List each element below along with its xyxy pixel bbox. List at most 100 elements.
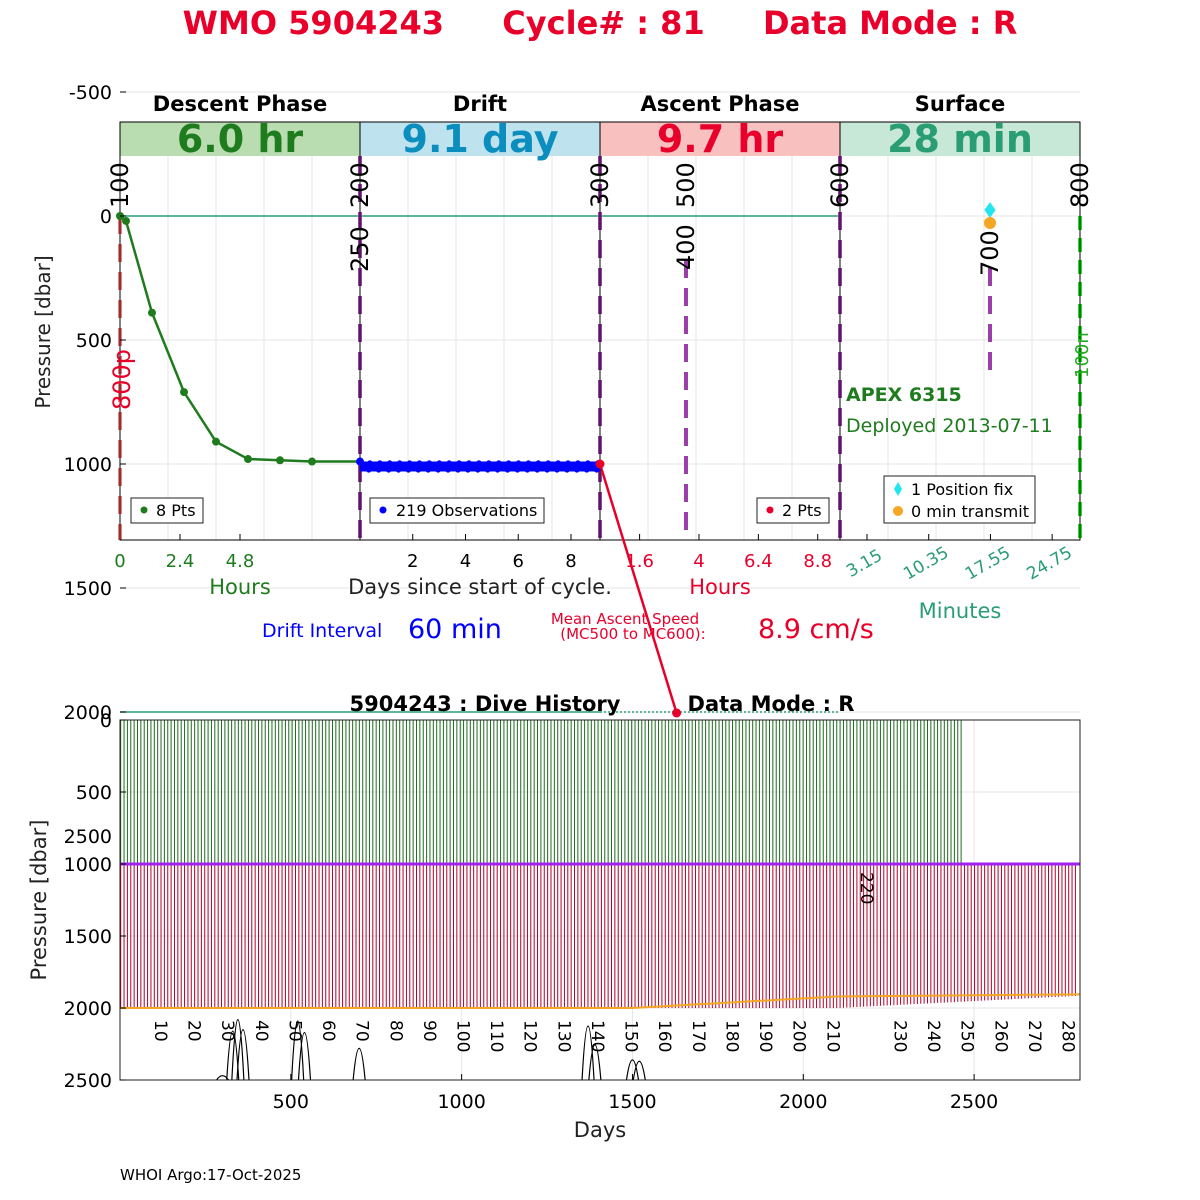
drift-point [554, 467, 560, 473]
drift-point [405, 467, 412, 473]
y-tick-label: 2000 [64, 702, 112, 724]
history-cycle-label: 100 [452, 1020, 472, 1052]
surface-legend-fix-text: 1 Position fix [911, 480, 1013, 499]
history-cycle-label: 270 [1024, 1020, 1044, 1052]
drift-legend-marker [379, 506, 387, 514]
drift-x-axis-label: Days since start of cycle. [348, 575, 612, 599]
history-profile-bottom-line [120, 993, 1081, 1009]
drift-legend-text: 219 Observations [396, 501, 537, 520]
ascent-point [595, 459, 605, 469]
drift-point [504, 467, 511, 473]
history-y-tick-label: 2500 [64, 1070, 112, 1092]
history-seafloor-spike [231, 1019, 245, 1081]
phase-name-4: Surface [915, 92, 1005, 116]
title-mode: Data Mode : R [762, 4, 1018, 42]
drift-tick-label: 6 [513, 551, 524, 572]
dive-history-panel: 10 20 30 40 50 60 70 80 90 100 110 120 130 140 150 160 1… [27, 692, 1081, 1142]
drift-point [366, 467, 372, 473]
surface-tick-label: 17.55 [962, 543, 1014, 585]
descent-point [276, 456, 284, 465]
drift-point [524, 467, 530, 473]
descent-point [244, 455, 252, 464]
history-cycle-label: 90 [419, 1020, 439, 1042]
mission-code-label: 250 [346, 226, 374, 272]
history-x-tick-label: 500 [273, 1091, 309, 1113]
drift-point [495, 467, 501, 473]
descent-tick-label: 2.4 [166, 551, 195, 572]
history-cycle-label: 70 [352, 1020, 372, 1042]
ascent-x-axis-label: Hours [689, 575, 751, 599]
history-seafloor-spike [226, 1030, 240, 1081]
descent-point [122, 216, 130, 225]
top-y-axis-label: Pressure [dbar] [31, 255, 55, 408]
history-cycle-label: 30 [217, 1020, 237, 1042]
history-seafloor-spike [297, 1031, 312, 1081]
descent-x-axis-label: Hours [209, 575, 271, 599]
y-tick-label: 1500 [64, 578, 112, 600]
mission-code-label: 100 [106, 162, 134, 208]
figure-title: WMO 5904243 Cycle# : 81 Data Mode : R [0, 4, 1200, 42]
surface-code-label: 100n [1072, 332, 1093, 378]
history-cycle-label: 190 [755, 1020, 775, 1052]
ascent-speed-label: Mean Ascent Speed (MC500 to MC600): [520, 612, 730, 642]
ascent-legend-marker [766, 506, 774, 514]
drift-point [534, 467, 540, 473]
surface-tick-label: 10.35 [900, 543, 952, 585]
history-plot-area [120, 720, 1080, 1080]
history-cycle-label: 80 [385, 1020, 405, 1042]
title-cycle: Cycle# : 81 [502, 4, 705, 42]
history-cycle-label: 170 [688, 1020, 708, 1052]
y-tick-label: 2500 [64, 826, 112, 848]
history-cycle-label: 280 [1058, 1020, 1078, 1052]
history-cycle-label: 160 [654, 1020, 674, 1052]
history-subtitle: Data Mode : R [688, 692, 855, 716]
mission-code-label: 700 [976, 230, 1004, 276]
drift-tick-label: 2 [407, 551, 418, 572]
history-y-tick-label: 500 [76, 782, 112, 804]
history-cycle-label: 260 [990, 1020, 1010, 1052]
descent-point [148, 308, 156, 317]
drift-point [425, 467, 431, 473]
drift-tick-label: 8 [565, 551, 576, 572]
phase-band-4 [840, 122, 1080, 156]
history-cycle-label: 40 [251, 1020, 271, 1042]
history-cycle-label: 20 [184, 1020, 204, 1042]
drift-point [435, 467, 441, 473]
drift-point [415, 467, 421, 473]
title-wmo: WMO 5904243 [182, 4, 445, 42]
history-cycle-label: 220 [856, 872, 876, 904]
mission-code-label: 200 [346, 162, 374, 208]
history-cycle-label: 150 [621, 1020, 641, 1052]
drift-point [594, 467, 600, 473]
ascent-point [672, 708, 682, 718]
drift-point [386, 467, 392, 473]
park-code-label: 800p [108, 349, 136, 410]
history-x-tick-label: 1000 [437, 1091, 485, 1113]
history-y-tick-label: 1000 [64, 854, 112, 876]
descent-point [212, 437, 220, 446]
deployment-date: Deployed 2013-07-11 [846, 415, 1053, 437]
mission-code-label: 800 [1066, 162, 1094, 208]
phase-band-3 [600, 122, 840, 156]
history-cycle-label: 230 [890, 1020, 910, 1052]
ascent-tick-label: 4 [693, 551, 704, 572]
history-y-tick-label: 1500 [64, 926, 112, 948]
surface-legend [883, 475, 1036, 524]
transmit-marker [984, 217, 996, 229]
surface-tick-label: 3.15 [843, 546, 886, 582]
ascent-legend [756, 497, 830, 524]
history-x-tick-label: 1500 [608, 1091, 656, 1113]
ascent-tick-label: 1.6 [625, 551, 654, 572]
phase-duration-4: 28 min [887, 117, 1033, 161]
history-cycle-label: 240 [923, 1020, 943, 1052]
drift-point [564, 467, 570, 473]
float-model: APEX 6315 [846, 384, 962, 406]
y-tick-label: 1000 [64, 454, 112, 476]
history-seafloor-spike [291, 1020, 305, 1081]
surface-x-axis-label: Minutes [919, 599, 1002, 623]
history-cycle-label: 180 [721, 1020, 741, 1052]
y-tick-label: 0 [100, 206, 112, 228]
mission-code-label: 600 [826, 162, 854, 208]
drift-point [544, 467, 550, 473]
